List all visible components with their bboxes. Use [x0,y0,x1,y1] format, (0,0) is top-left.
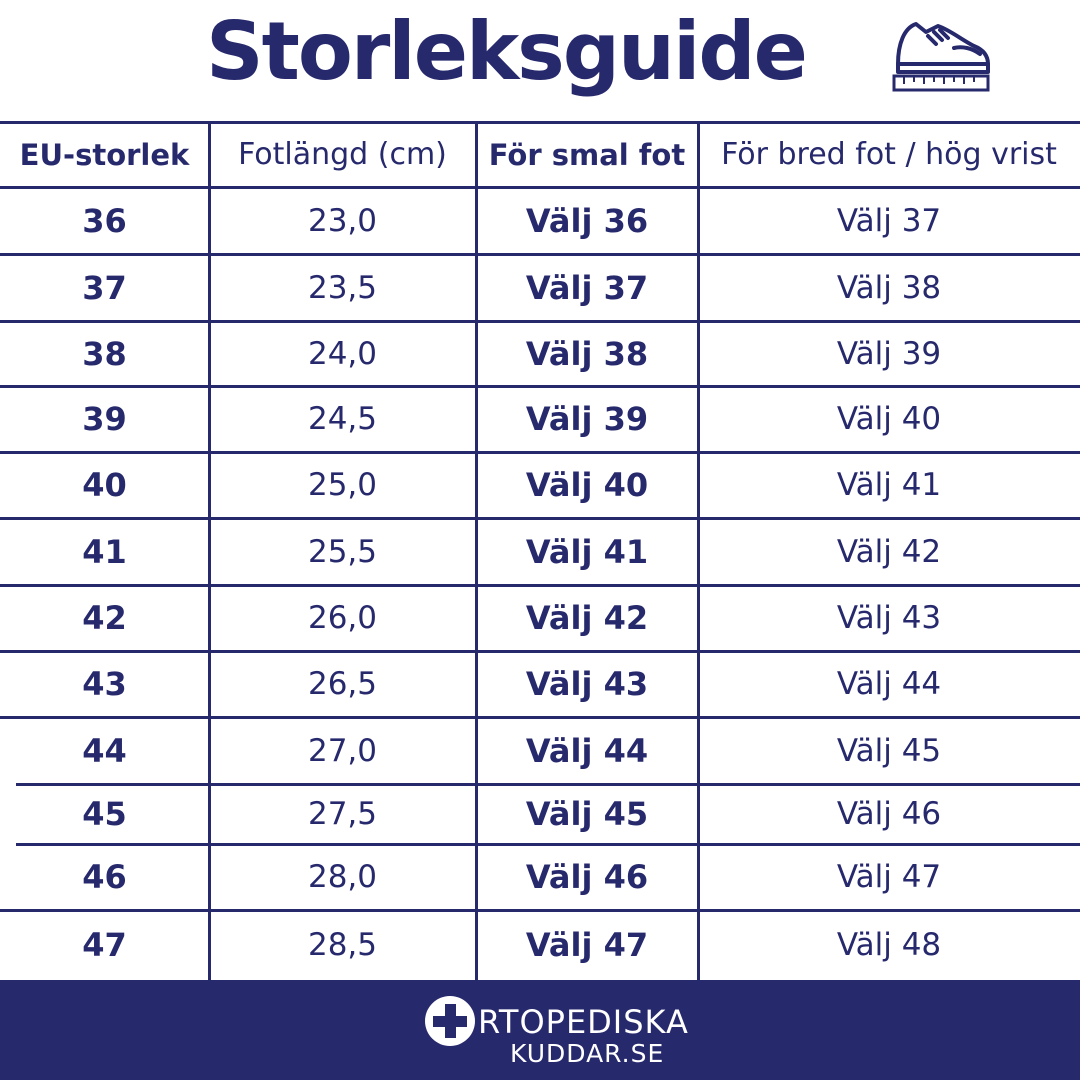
medical-cross-icon-bar [433,1016,467,1027]
wide-foot-cell: Välj 46 [836,796,942,832]
wide-foot-cell: Välj 42 [836,533,942,570]
table-row-divider [0,451,1080,454]
foot-length-cell: 26,0 [307,600,378,636]
foot-length-cell: 25,0 [307,467,378,503]
eu-size-cell: 44 [82,731,127,770]
table-row-divider [0,253,1080,256]
foot-length-cell: 24,0 [307,335,378,372]
wide-foot-cell: Välj 38 [836,269,942,306]
wide-foot-cell: Välj 41 [836,467,942,503]
logo-text-line2: KUDDAR.SE [510,1039,665,1068]
narrow-foot-cell: Välj 44 [525,731,649,770]
table-row-divider [16,843,1080,846]
header-narrow-foot: För smal fot [488,137,686,172]
table-row-divider [0,584,1080,587]
narrow-foot-cell: Välj 41 [525,532,649,571]
eu-size-cell: 47 [82,926,127,964]
wide-foot-cell: Välj 45 [836,732,942,769]
narrow-foot-cell: Välj 43 [525,665,649,703]
foot-length-cell: 28,0 [307,859,378,895]
narrow-foot-cell: Välj 40 [525,466,649,504]
foot-length-cell: 28,5 [307,927,378,963]
eu-size-cell: 36 [82,201,127,240]
table-row-divider [16,783,1080,786]
foot-length-cell: 25,5 [307,533,378,570]
narrow-foot-cell: Välj 38 [525,334,649,373]
eu-size-cell: 43 [82,665,127,703]
table-row-divider [0,385,1080,388]
wide-foot-cell: Välj 43 [836,600,942,636]
wide-foot-cell: Välj 37 [836,202,942,239]
narrow-foot-cell: Välj 39 [525,400,649,438]
table-column-divider [697,122,700,980]
narrow-foot-cell: Välj 42 [525,599,649,637]
eu-size-cell: 46 [82,858,127,896]
header-foot-length: Fotlängd (cm) [238,137,447,172]
table-row-divider [0,716,1080,719]
eu-size-cell: 41 [82,532,127,571]
eu-size-cell: 37 [82,268,127,307]
narrow-foot-cell: Välj 37 [525,268,649,307]
header: Storleksguide [0,0,1080,118]
wide-foot-cell: Välj 40 [836,401,942,437]
narrow-foot-cell: Välj 36 [525,201,649,240]
table-column-divider [208,122,211,980]
eu-size-cell: 45 [82,795,127,833]
table-row-divider [0,186,1080,189]
footer: RTOPEDISKA KUDDAR.SE [0,980,1080,1080]
foot-length-cell: 23,5 [307,269,378,306]
wide-foot-cell: Välj 48 [836,927,942,963]
shoe-with-ruler-icon [892,22,990,92]
foot-length-cell: 26,5 [307,666,378,702]
wide-foot-cell: Välj 47 [836,859,942,895]
narrow-foot-cell: Välj 46 [525,858,649,896]
narrow-foot-cell: Välj 47 [525,926,649,964]
foot-length-cell: 27,0 [307,732,378,769]
table-row-divider [0,909,1080,912]
table-column-divider [475,122,478,980]
wide-foot-cell: Välj 44 [836,666,942,702]
eu-size-cell: 38 [82,334,127,373]
foot-length-cell: 24,5 [307,401,378,437]
size-table: EU-storlek Fotlängd (cm) För smal fot För b… [0,121,1080,980]
narrow-foot-cell: Välj 45 [525,795,649,833]
eu-size-cell: 42 [82,599,127,637]
wide-foot-cell: Välj 39 [836,335,942,372]
table-row-divider [0,121,1080,124]
header-wide-foot: För bred fot / hög vrist [721,137,1057,172]
header-eu-size: EU-storlek [19,137,190,172]
eu-size-cell: 40 [82,466,127,504]
logo-text-line1: RTOPEDISKA [478,1003,689,1041]
table-row-divider [0,517,1080,520]
page-title: Storleksguide [206,5,808,98]
foot-length-cell: 23,0 [307,202,378,239]
table-row-divider [0,320,1080,323]
eu-size-cell: 39 [82,400,127,438]
table-row-divider [0,650,1080,653]
foot-length-cell: 27,5 [307,796,378,832]
